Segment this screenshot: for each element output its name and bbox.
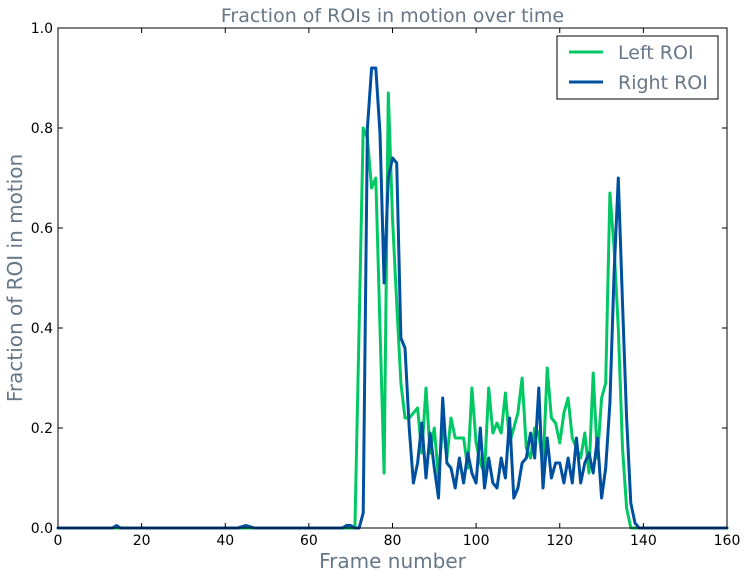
y-axis-label: Fraction of ROI in motion: [3, 154, 27, 402]
x-tick-label: 0: [54, 533, 63, 549]
y-tick-label: 0.2: [31, 421, 53, 437]
ticks-layer: 0 20 40 60 80 100 120 140 160 0.0 0.2 0.4 0.6 0.8 1.0: [31, 21, 741, 549]
legend-box: [556, 35, 719, 100]
x-tick-label: 140: [630, 533, 657, 549]
x-tick-label: 20: [133, 533, 151, 549]
y-tick-label: 0.0: [31, 521, 53, 537]
plot-frame: [57, 27, 728, 529]
x-tick-label: 100: [463, 533, 490, 549]
y-tick-label: 1.0: [31, 21, 53, 37]
chart-title: Fraction of ROIs in motion over time: [221, 5, 564, 27]
y-tick-label: 0.4: [31, 321, 53, 337]
x-tick-label: 60: [300, 533, 318, 549]
series-layer: [56, 66, 729, 530]
x-tick-label: 40: [216, 533, 234, 549]
legend-label: Right ROI: [618, 72, 708, 94]
y-tick-label: 0.8: [31, 121, 53, 137]
y-tick-label: 0.6: [31, 221, 53, 237]
x-tick-label: 120: [546, 533, 573, 549]
legend-label: Left ROI: [618, 42, 694, 64]
x-tick-label: 80: [384, 533, 402, 549]
x-tick-label: 160: [714, 533, 741, 549]
series-line-right-roi: [56, 66, 729, 530]
x-axis-label: Frame number: [319, 549, 467, 573]
legend: Left ROI Right ROI: [556, 35, 719, 100]
